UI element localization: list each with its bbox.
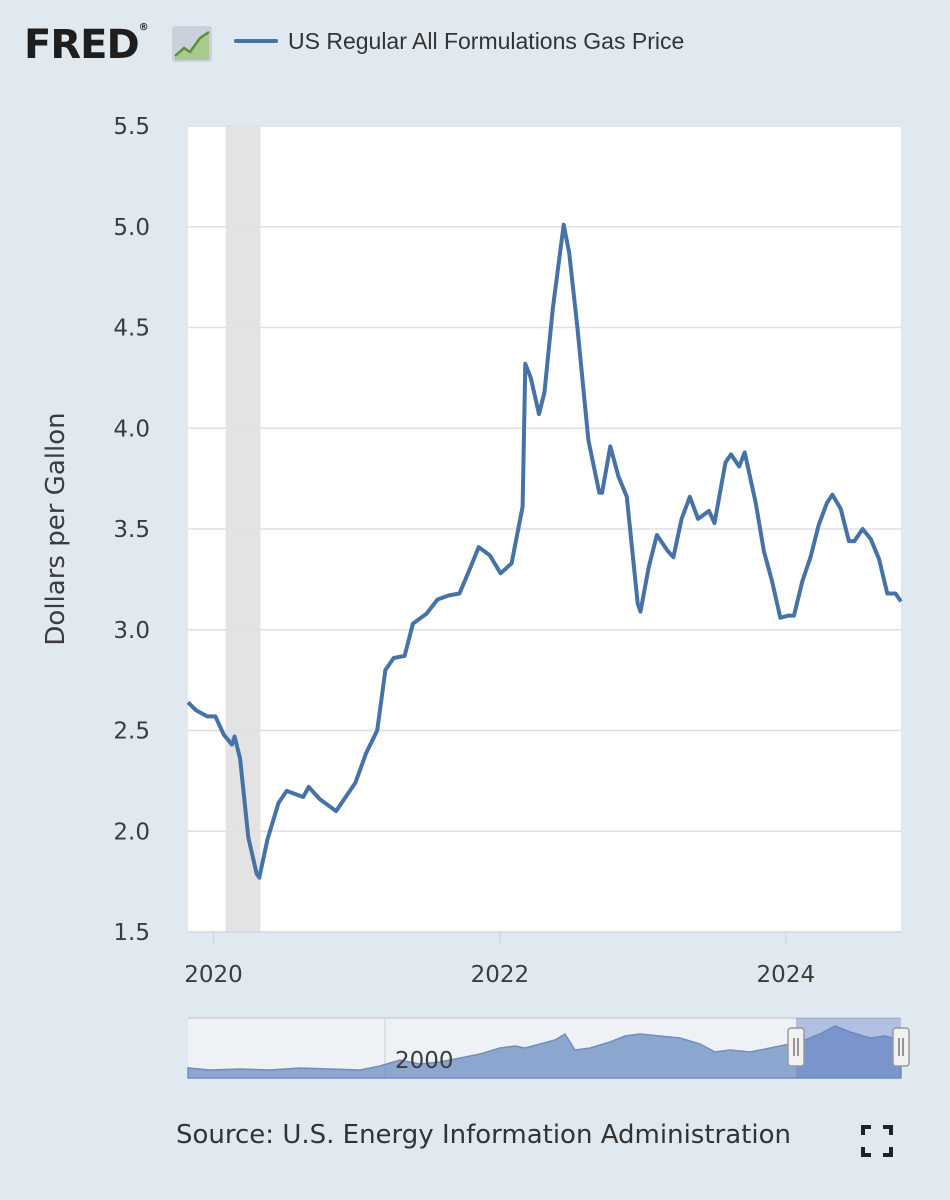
- y-tick-label: 5.0: [113, 215, 150, 241]
- fullscreen-icon[interactable]: [860, 1124, 894, 1158]
- x-tick-label: 2020: [184, 962, 243, 988]
- y-tick-label: 4.0: [113, 416, 150, 442]
- chart-trend-icon: [172, 26, 212, 62]
- x-tick-label: 2022: [471, 962, 530, 988]
- navigator-series-area: [187, 1025, 902, 1079]
- chart-header: FRED® US Regular All Formulations Gas Pr…: [24, 16, 924, 68]
- x-tick-label: 2024: [757, 962, 816, 988]
- navigator-handle-left[interactable]: [787, 1027, 805, 1067]
- y-axis-title: Dollars per Gallon: [41, 412, 71, 645]
- y-tick-label: 2.5: [113, 719, 150, 745]
- navigator-x-label: 2000: [395, 1048, 454, 1074]
- fred-logo-reg: ®: [138, 22, 149, 33]
- navigator-selected-range: [796, 1018, 901, 1078]
- legend[interactable]: US Regular All Formulations Gas Price: [234, 26, 684, 56]
- y-tick-label: 2.0: [113, 819, 150, 845]
- legend-label: US Regular All Formulations Gas Price: [288, 27, 685, 54]
- y-tick-label: 1.5: [113, 920, 150, 946]
- y-tick-label: 3.5: [113, 517, 150, 543]
- legend-swatch: [234, 39, 278, 43]
- y-tick-label: 4.5: [113, 316, 150, 342]
- fred-logo[interactable]: FRED®: [24, 22, 149, 68]
- navigator-handle-right[interactable]: [892, 1027, 910, 1067]
- series-line-gas-price: [186, 222, 903, 880]
- fred-logo-text: FRED: [24, 22, 140, 68]
- source-note: Source: U.S. Energy Information Administ…: [176, 1120, 791, 1150]
- y-tick-label: 5.5: [113, 114, 150, 140]
- y-tick-label: 3.0: [113, 618, 150, 644]
